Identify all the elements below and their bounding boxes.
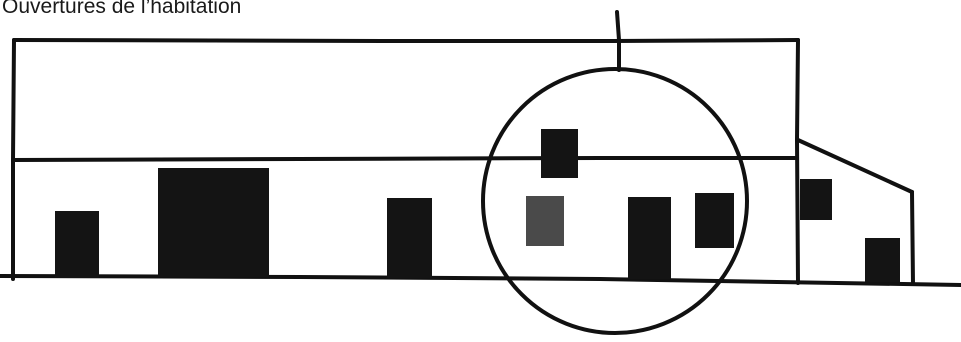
highlight-circle [481, 67, 749, 335]
window-upper-circled [541, 129, 578, 178]
annex-roof [796, 138, 914, 194]
roof-line [12, 38, 800, 43]
window-highlighted-circled [526, 196, 564, 246]
floor-line [11, 156, 799, 162]
right-wall [795, 38, 800, 285]
chimney-antenna [615, 10, 621, 72]
annex-right-wall [910, 190, 915, 286]
door-center [387, 198, 432, 278]
garage-door [158, 168, 269, 277]
door-circled [628, 197, 671, 279]
openings [55, 129, 900, 282]
annex-door [865, 238, 900, 282]
ground-line [0, 274, 961, 287]
annex-window [800, 179, 832, 220]
annex-outline [796, 138, 915, 286]
diagram-caption: Ouvertures de l’habitation [2, 0, 242, 18]
window-right-circled [695, 193, 734, 248]
door-left [55, 211, 99, 278]
